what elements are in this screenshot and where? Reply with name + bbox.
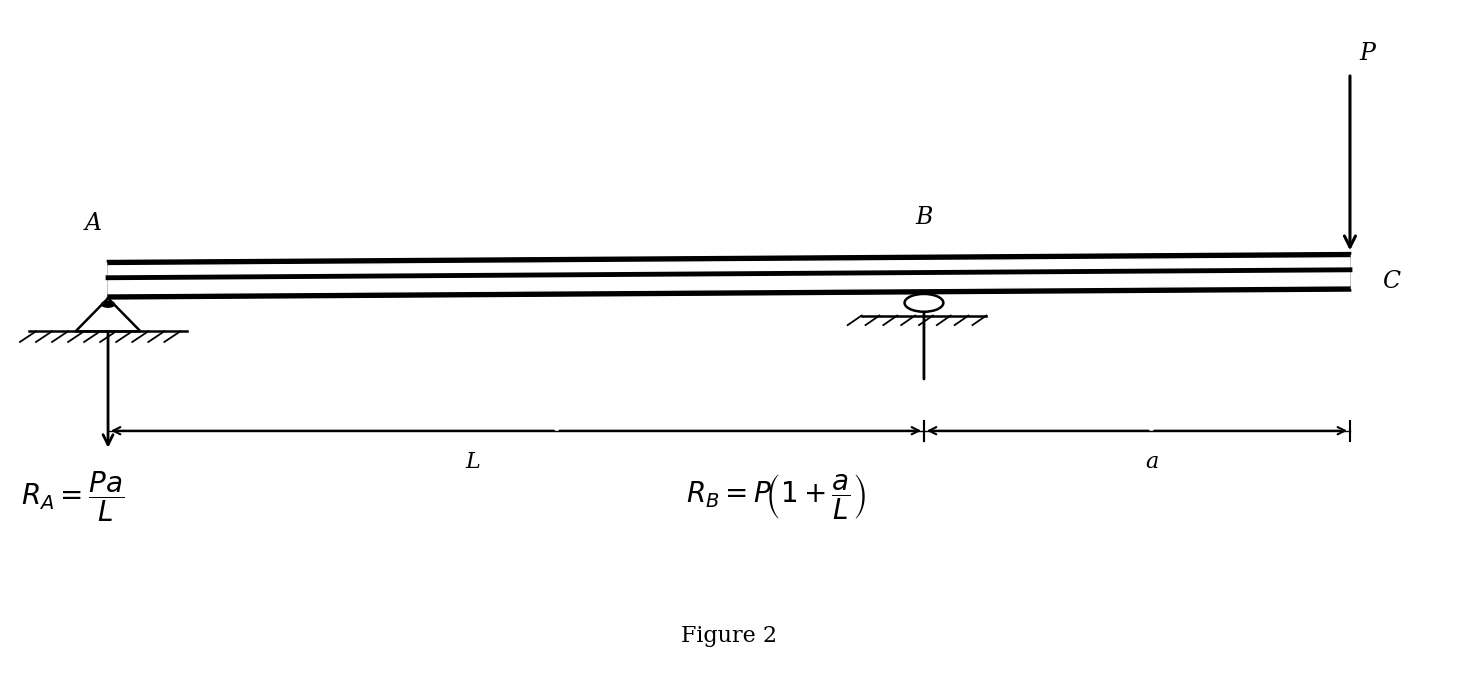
Polygon shape	[76, 298, 140, 331]
Text: $R_A = \dfrac{Pa}{L}$: $R_A = \dfrac{Pa}{L}$	[22, 470, 124, 525]
Text: C: C	[1382, 270, 1400, 293]
Text: a: a	[1145, 451, 1158, 473]
Text: Figure 2: Figure 2	[681, 625, 777, 647]
Circle shape	[904, 294, 943, 312]
Circle shape	[102, 301, 115, 307]
Polygon shape	[108, 254, 1350, 298]
Text: $R_B = P\!\left(1 + \dfrac{a}{L}\right)$: $R_B = P\!\left(1 + \dfrac{a}{L}\right)$	[685, 472, 866, 522]
Polygon shape	[108, 258, 1350, 293]
Text: L: L	[465, 451, 480, 473]
Text: B: B	[916, 206, 933, 229]
Text: A: A	[85, 212, 102, 235]
Text: P: P	[1359, 42, 1375, 65]
